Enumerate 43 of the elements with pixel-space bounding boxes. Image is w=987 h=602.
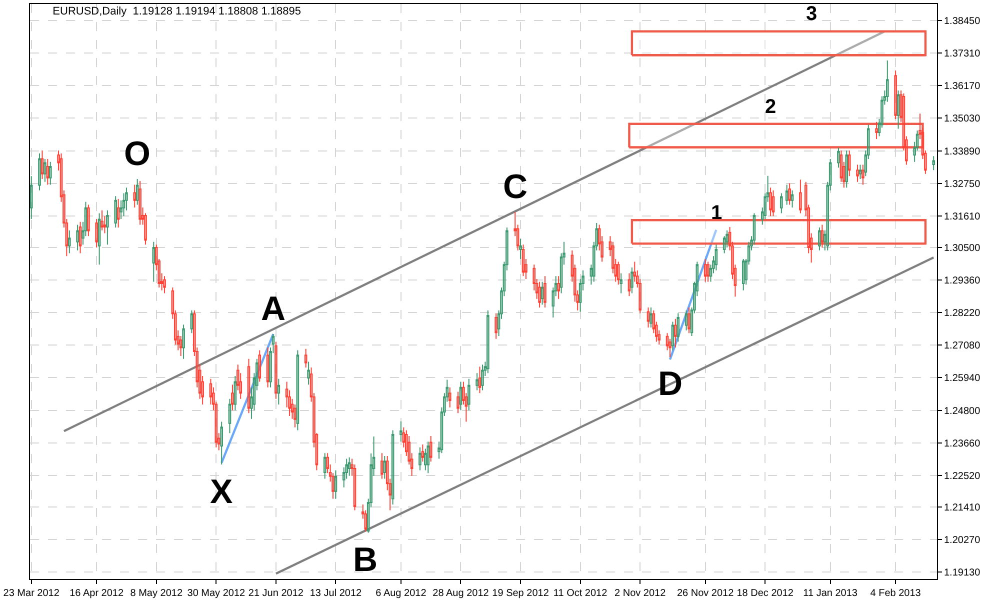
y-tick-label: 1.32750 [944, 178, 981, 190]
chart-title: EURUSD,Daily 1.19128 1.19194 1.18808 1.18895 [52, 6, 301, 18]
y-tick-label: 1.30500 [944, 243, 981, 254]
y-tick-label: 1.38450 [944, 16, 981, 28]
y-tick-label: 1.37310 [944, 48, 981, 60]
x-tick-label: 23 Mar 2012 [3, 588, 60, 599]
x-tick-label: 4 Feb 2013 [870, 588, 922, 599]
annotation: 1 [711, 202, 722, 224]
y-tick-label: 1.19130 [944, 568, 981, 579]
x-tick-label: 26 Nov 2012 [676, 588, 734, 599]
x-tick-label: 21 Jun 2012 [248, 588, 304, 599]
y-tick-label: 1.33890 [944, 146, 981, 158]
y-tick-label: 1.35030 [944, 114, 981, 125]
annotation: 3 [806, 3, 818, 25]
x-tick-label: 11 Jan 2013 [803, 588, 858, 599]
x-tick-label: 11 Oct 2012 [553, 588, 608, 599]
y-tick-label: 1.31610 [944, 211, 981, 222]
y-tick-label: 1.27080 [944, 340, 981, 352]
x-tick-label: 8 May 2012 [130, 588, 183, 599]
x-tick-label: 18 Dec 2012 [736, 588, 794, 599]
x-tick-label: 30 May 2012 [187, 588, 246, 599]
annotation: D [658, 365, 683, 403]
x-tick-label: 16 Apr 2012 [70, 588, 124, 599]
y-tick-label: 1.23660 [944, 438, 981, 450]
x-tick-label: 6 Aug 2012 [376, 588, 427, 599]
y-tick-label: 1.20270 [944, 535, 981, 546]
x-tick-label: 19 Sep 2012 [492, 588, 550, 599]
x-tick-label: 13 Jul 2012 [310, 588, 362, 599]
annotation: C [503, 168, 528, 206]
y-tick-label: 1.21410 [944, 502, 981, 514]
annotation: B [353, 541, 378, 579]
x-tick-label: 28 Aug 2012 [432, 588, 490, 599]
y-tick-label: 1.28220 [944, 308, 981, 320]
annotation: X [210, 473, 233, 511]
annotation: 2 [765, 96, 776, 118]
y-tick-label: 1.24800 [944, 406, 981, 417]
annotation: O [124, 135, 150, 173]
y-tick-label: 1.22520 [944, 470, 981, 482]
x-tick-label: 2 Nov 2012 [614, 588, 666, 599]
annotation: A [261, 290, 286, 328]
y-tick-label: 1.25940 [944, 373, 981, 384]
y-tick-label: 1.29360 [944, 276, 981, 287]
y-tick-label: 1.36170 [944, 81, 981, 92]
